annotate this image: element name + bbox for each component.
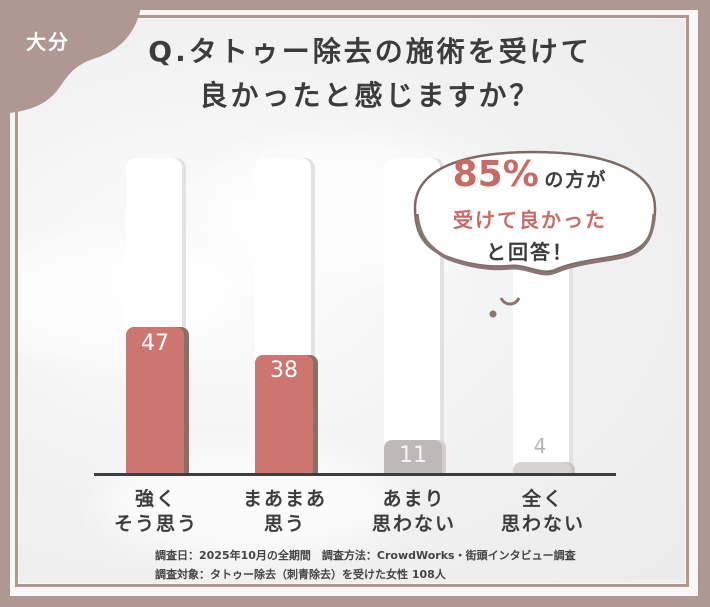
survey-note-line-1: 調査日：2025年10月の全期間 調査方法：CrowdWorks・街頭インタビュ…: [155, 549, 576, 562]
x-axis-label: あまり 思わない: [354, 487, 474, 537]
bar-value: 4: [533, 434, 547, 458]
x-axis-label: 強く そう思う: [96, 487, 216, 537]
callout-line-2: 受けて良かった: [453, 208, 607, 232]
title-line-1: Q.タトゥー除去の施術を受けて: [148, 35, 592, 68]
bar-value: 38: [270, 358, 298, 383]
corner-badge-shape: [0, 0, 142, 114]
bar-somewhat-agree: [255, 355, 313, 474]
label-line: 強く: [134, 488, 177, 510]
bar-value: 11: [399, 443, 427, 468]
region-label: 大分: [26, 30, 70, 54]
bar-strongly-disagree: [513, 462, 571, 474]
chart-panel: [19, 19, 685, 583]
label-line: 思わない: [500, 513, 585, 535]
chart-title: Q.タトゥー除去の施術を受けて 良かったと感じますか？: [140, 30, 600, 118]
title-line-2: 良かったと感じますか？: [199, 79, 541, 112]
label-line: まあまあ: [242, 488, 327, 510]
callout-bubble: 85% の方が 受けて良かった と回答！: [405, 148, 665, 328]
callout-percent: 85%: [452, 154, 539, 195]
bar-strongly-agree: [126, 327, 184, 474]
x-axis-label: 全く 思わない: [483, 487, 603, 537]
label-line: 全く: [521, 488, 564, 510]
label-line: 思う: [263, 513, 306, 535]
label-line: 思わない: [371, 513, 456, 535]
survey-note-line-2: 調査対象：タトゥー除去（刺青除去）を受けた女性 108人: [155, 568, 446, 581]
callout-line-3: と回答！: [486, 240, 574, 264]
x-axis-baseline: [94, 473, 616, 476]
label-line: あまり: [382, 488, 446, 510]
bar-value: 47: [141, 331, 169, 356]
label-line: そう思う: [113, 513, 198, 535]
inner-frame-line: [15, 15, 689, 587]
x-axis-label: まあまあ 思う: [225, 487, 345, 537]
callout-text: の方が: [544, 169, 608, 191]
bar-somewhat-disagree: [384, 440, 442, 474]
callout-line-1: 85% の方が: [405, 154, 655, 195]
speech-bubble-icon: [413, 150, 657, 318]
